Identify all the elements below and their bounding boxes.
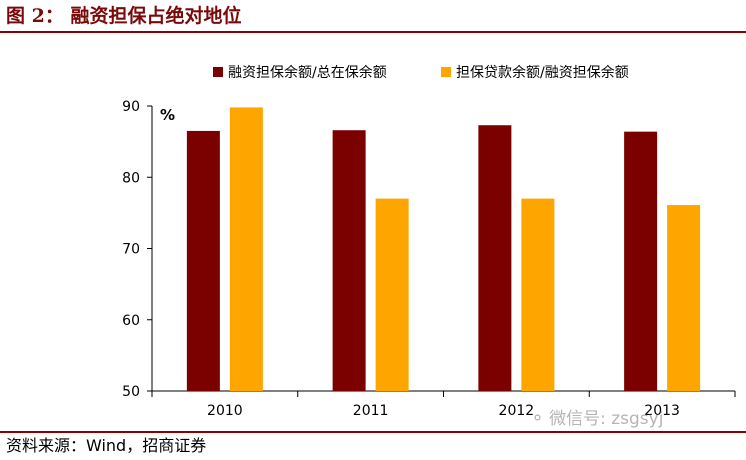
- source-rule: [0, 431, 746, 433]
- title-rule: [0, 31, 746, 33]
- bar-2010-series-1: [186, 130, 220, 391]
- bar-2011-series-2: [375, 198, 409, 391]
- legend-swatch-series-1: [213, 67, 223, 77]
- x-tick-label: 2010: [207, 403, 243, 419]
- y-tick-label: 70: [122, 242, 140, 258]
- legend-label-series-2: 担保贷款余额/融资担保余额: [456, 64, 629, 81]
- y-tick-label: 90: [122, 99, 140, 115]
- legend-swatch-series-2: [441, 67, 451, 77]
- bar-2012-series-1: [478, 125, 512, 392]
- x-tick-label: 2011: [353, 403, 389, 419]
- legend-label-series-1: 融资担保余额/总在保余额: [228, 64, 387, 81]
- y-axis-unit-label: %: [160, 106, 175, 124]
- bar-2012-series-2: [521, 198, 555, 391]
- y-tick-label: 80: [122, 170, 140, 186]
- bar-2013-series-2: [667, 205, 701, 391]
- watermark-text: 微信号: zsgsyj: [549, 409, 664, 429]
- x-tick-label: 2013: [644, 403, 680, 419]
- watermark: ⚬ 微信号: zsgsyj: [530, 404, 663, 429]
- source-note: 资料来源：Wind，招商证券: [6, 436, 207, 455]
- y-tick-label: 60: [122, 313, 140, 329]
- plot-area: 50 60 70 80 90 2010 2011 2012 2013: [122, 99, 736, 419]
- bar-chart: 融资担保余额/总在保余额 担保贷款余额/融资担保余额 % 50 60 70 80 90 2…: [122, 64, 736, 419]
- bar-2013-series-1: [624, 131, 658, 391]
- x-tick-label: 2012: [499, 403, 535, 419]
- y-tick-label: 50: [122, 384, 140, 400]
- chart-legend: 融资担保余额/总在保余额 担保贷款余额/融资担保余额: [213, 64, 629, 81]
- bar-2010-series-2: [229, 107, 263, 392]
- figure-title: 图 2： 融资担保占绝对地位: [6, 5, 242, 27]
- bar-2011-series-1: [332, 130, 366, 391]
- wechat-icon: ⚬: [530, 408, 546, 429]
